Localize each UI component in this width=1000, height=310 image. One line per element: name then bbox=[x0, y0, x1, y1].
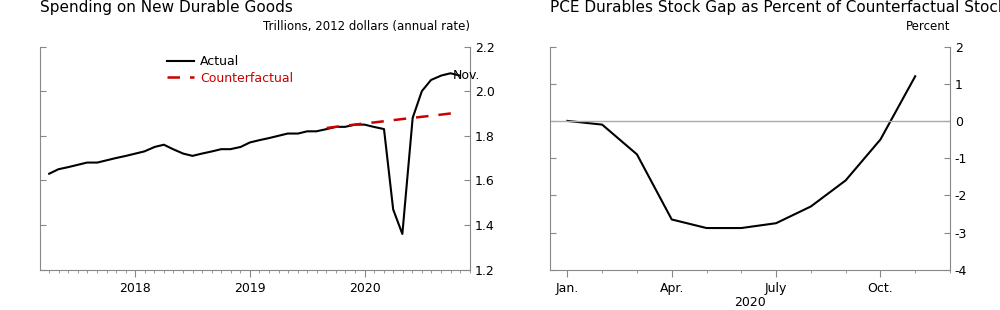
Actual bbox=[224, 147, 236, 151]
Actual bbox=[321, 127, 333, 131]
Actual bbox=[101, 158, 113, 162]
Counterfactual bbox=[435, 113, 447, 117]
Actual bbox=[425, 78, 437, 82]
Actual bbox=[368, 125, 380, 129]
Actual bbox=[206, 149, 218, 153]
Text: Nov.: Nov. bbox=[453, 69, 480, 82]
Actual bbox=[215, 147, 227, 151]
Counterfactual bbox=[359, 122, 371, 125]
Actual bbox=[396, 232, 408, 236]
Actual bbox=[359, 123, 371, 126]
Legend: Actual, Counterfactual: Actual, Counterfactual bbox=[167, 55, 294, 85]
Actual bbox=[177, 152, 189, 156]
Line: Actual: Actual bbox=[49, 73, 460, 234]
Actual bbox=[273, 134, 285, 138]
Actual bbox=[282, 132, 294, 135]
Actual bbox=[138, 149, 150, 153]
Line: Counterfactual: Counterfactual bbox=[327, 112, 460, 128]
Actual bbox=[196, 152, 208, 156]
Text: Percent: Percent bbox=[906, 20, 950, 33]
Actual bbox=[454, 74, 466, 78]
Counterfactual bbox=[378, 119, 390, 123]
Counterfactual bbox=[321, 126, 333, 130]
Actual bbox=[158, 143, 170, 147]
Actual bbox=[292, 132, 304, 135]
Actual bbox=[63, 165, 75, 169]
Actual bbox=[435, 74, 447, 78]
Actual bbox=[416, 89, 428, 93]
Text: PCE Durables Stock Gap as Percent of Counterfactual Stock: PCE Durables Stock Gap as Percent of Cou… bbox=[550, 0, 1000, 15]
Actual bbox=[301, 130, 313, 133]
Actual bbox=[187, 154, 199, 158]
Actual bbox=[263, 136, 275, 140]
Actual bbox=[445, 71, 457, 75]
Actual bbox=[387, 208, 399, 211]
Actual bbox=[235, 145, 247, 149]
Actual bbox=[81, 161, 93, 164]
Text: 2020: 2020 bbox=[734, 296, 766, 309]
Actual bbox=[149, 145, 161, 149]
Counterfactual bbox=[454, 110, 466, 114]
Actual bbox=[120, 154, 132, 158]
Actual bbox=[129, 152, 141, 156]
Actual bbox=[244, 141, 256, 144]
Counterfactual bbox=[416, 115, 428, 119]
Actual bbox=[339, 125, 351, 129]
Actual bbox=[378, 127, 390, 131]
Actual bbox=[253, 138, 265, 142]
Text: Trillions, 2012 dollars (annual rate): Trillions, 2012 dollars (annual rate) bbox=[263, 20, 470, 33]
Actual bbox=[407, 116, 419, 120]
Actual bbox=[310, 130, 322, 133]
Actual bbox=[52, 167, 64, 171]
Actual bbox=[110, 156, 122, 160]
Text: Spending on New Durable Goods: Spending on New Durable Goods bbox=[40, 0, 293, 15]
Actual bbox=[349, 123, 361, 126]
Actual bbox=[72, 163, 84, 167]
Counterfactual bbox=[396, 117, 408, 121]
Counterfactual bbox=[339, 124, 351, 128]
Actual bbox=[43, 172, 55, 175]
Actual bbox=[330, 125, 342, 129]
Actual bbox=[91, 161, 103, 164]
Actual bbox=[167, 147, 179, 151]
